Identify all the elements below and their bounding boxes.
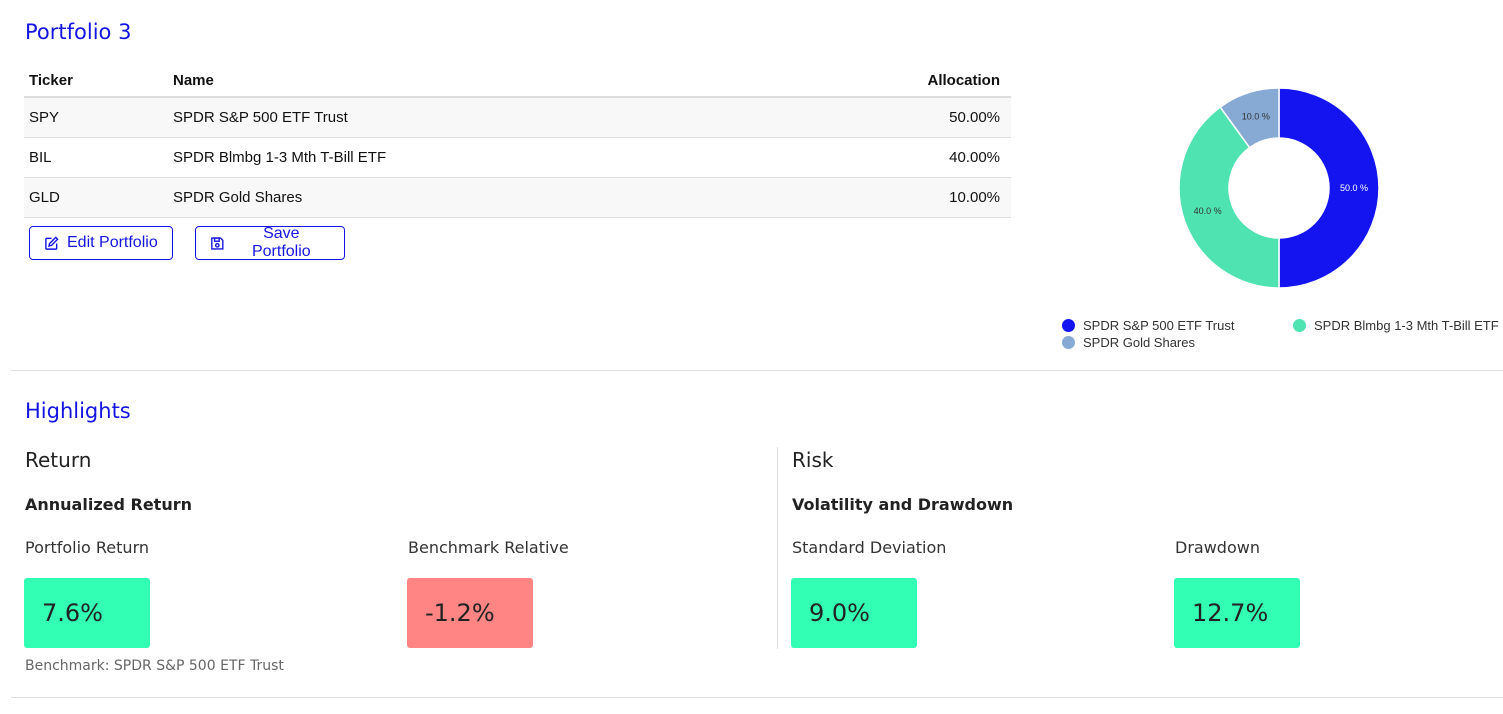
- name-cell: SPDR Gold Shares: [168, 177, 772, 218]
- benchmark-relative-value: -1.2%: [407, 578, 533, 648]
- allocation-donut-chart: 50.0 % 40.0 % 10.0 %: [1178, 87, 1380, 289]
- ticker-column-header[interactable]: Ticker: [24, 64, 168, 98]
- risk-heading: Risk: [792, 448, 834, 472]
- table-row: SPY SPDR S&P 500 ETF Trust 50.00%: [24, 97, 1011, 138]
- edit-portfolio-label: Edit Portfolio: [67, 234, 158, 251]
- volatility-drawdown-subheading: Volatility and Drawdown: [792, 495, 1014, 514]
- column-divider: [777, 447, 778, 649]
- legend-item[interactable]: SPDR S&P 500 ETF Trust: [1062, 318, 1234, 333]
- allocation-cell: 50.00%: [771, 97, 1011, 138]
- table-header-row: Ticker Name Allocation: [24, 64, 1011, 98]
- allocation-cell: 40.00%: [771, 137, 1011, 178]
- standard-deviation-label: Standard Deviation: [792, 538, 947, 557]
- name-cell: SPDR Blmbg 1-3 Mth T-Bill ETF: [168, 137, 772, 178]
- slice-label: 40.0 %: [1194, 206, 1222, 216]
- benchmark-note: Benchmark: SPDR S&P 500 ETF Trust: [25, 658, 284, 674]
- ticker-cell: GLD: [24, 177, 168, 218]
- table-row: GLD SPDR Gold Shares 10.00%: [24, 177, 1011, 218]
- legend-marker: [1293, 319, 1306, 332]
- legend-marker: [1062, 319, 1075, 332]
- save-portfolio-button[interactable]: Save Portfolio: [195, 225, 345, 260]
- name-cell: SPDR S&P 500 ETF Trust: [168, 97, 772, 138]
- legend-item[interactable]: SPDR Blmbg 1-3 Mth T-Bill ETF: [1293, 318, 1499, 333]
- section-divider: [11, 697, 1503, 698]
- legend-label: SPDR Blmbg 1-3 Mth T-Bill ETF: [1314, 318, 1499, 333]
- donut-slice[interactable]: [1278, 87, 1380, 289]
- edit-icon: [45, 235, 59, 250]
- drawdown-value: 12.7%: [1174, 578, 1300, 648]
- donut-slice[interactable]: [1219, 87, 1280, 149]
- save-portfolio-label: Save Portfolio: [251, 225, 311, 260]
- legend-item[interactable]: SPDR Gold Shares: [1062, 335, 1195, 350]
- legend-label: SPDR S&P 500 ETF Trust: [1083, 318, 1235, 333]
- table-row: BIL SPDR Blmbg 1-3 Mth T-Bill ETF 40.00%: [24, 137, 1011, 178]
- portfolio-title: Portfolio 3: [25, 20, 132, 44]
- edit-portfolio-button[interactable]: Edit Portfolio: [29, 226, 173, 260]
- return-heading: Return: [25, 448, 92, 472]
- legend-label: SPDR Gold Shares: [1083, 335, 1195, 350]
- ticker-cell: SPY: [24, 97, 168, 138]
- legend-marker: [1062, 336, 1075, 349]
- drawdown-label: Drawdown: [1175, 538, 1260, 557]
- portfolio-return-value: 7.6%: [24, 578, 150, 648]
- benchmark-relative-label: Benchmark Relative: [408, 538, 569, 557]
- name-column-header[interactable]: Name: [168, 64, 772, 98]
- section-divider: [11, 370, 1503, 371]
- holdings-table: Ticker Name Allocation SPY SPDR S&P 500 …: [24, 64, 1011, 218]
- annualized-return-subheading: Annualized Return: [25, 495, 192, 514]
- allocation-cell: 10.00%: [771, 177, 1011, 218]
- portfolio-return-label: Portfolio Return: [25, 538, 149, 557]
- slice-label: 50.0 %: [1340, 183, 1368, 193]
- save-icon: [211, 236, 224, 250]
- ticker-cell: BIL: [24, 137, 168, 178]
- slice-label: 10.0 %: [1242, 112, 1270, 122]
- allocation-column-header[interactable]: Allocation: [771, 64, 1011, 98]
- highlights-title: Highlights: [25, 399, 131, 423]
- donut-slice[interactable]: [1178, 106, 1280, 289]
- standard-deviation-value: 9.0%: [791, 578, 917, 648]
